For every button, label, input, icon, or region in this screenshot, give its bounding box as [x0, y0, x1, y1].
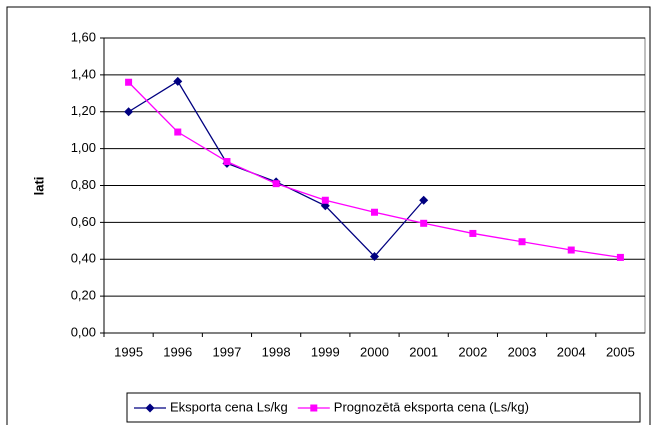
data-point [469, 229, 477, 237]
data-point [518, 238, 526, 246]
x-tick-label: 1999 [311, 344, 340, 359]
x-tick-label: 2000 [360, 344, 389, 359]
y-tick-label: 1,20 [71, 103, 96, 118]
data-point [173, 76, 183, 86]
x-tick-label: 2003 [508, 344, 537, 359]
x-tick-label: 2001 [409, 344, 438, 359]
data-point [174, 128, 182, 136]
data-point [419, 195, 429, 205]
y-tick-label: 1,40 [71, 66, 96, 81]
x-tick-label: 2004 [557, 344, 586, 359]
y-tick-label: 0,00 [71, 324, 96, 339]
y-tick-label: 0,20 [71, 288, 96, 303]
y-tick-label: 1,00 [71, 140, 96, 155]
y-axis-label: lati [31, 177, 46, 196]
data-point [420, 219, 428, 227]
data-point [616, 253, 624, 261]
legend-label: Eksporta cena Ls/kg [170, 399, 288, 414]
y-tick-label: 1,60 [71, 29, 96, 44]
x-tick-label: 1995 [114, 344, 143, 359]
data-point [371, 208, 378, 216]
data-point [223, 158, 231, 166]
data-point [370, 251, 379, 261]
y-tick-label: 0,40 [71, 251, 96, 266]
x-tick-label: 2005 [606, 344, 635, 359]
x-tick-label: 1998 [262, 344, 291, 359]
data-point [124, 107, 134, 117]
legend-label: Prognozētā eksporta cena (Ls/kg) [334, 399, 529, 414]
x-tick-label: 1997 [212, 344, 241, 359]
data-point [272, 180, 280, 188]
data-point [125, 78, 133, 86]
legend-marker [145, 403, 155, 413]
y-tick-label: 0,60 [71, 214, 96, 229]
y-tick-label: 0,80 [71, 177, 96, 192]
legend-box [126, 392, 641, 423]
x-tick-label: 1996 [163, 344, 192, 359]
data-point [567, 246, 575, 254]
x-tick-label: 2002 [458, 344, 487, 359]
data-point [321, 196, 329, 204]
legend-marker [310, 404, 318, 412]
